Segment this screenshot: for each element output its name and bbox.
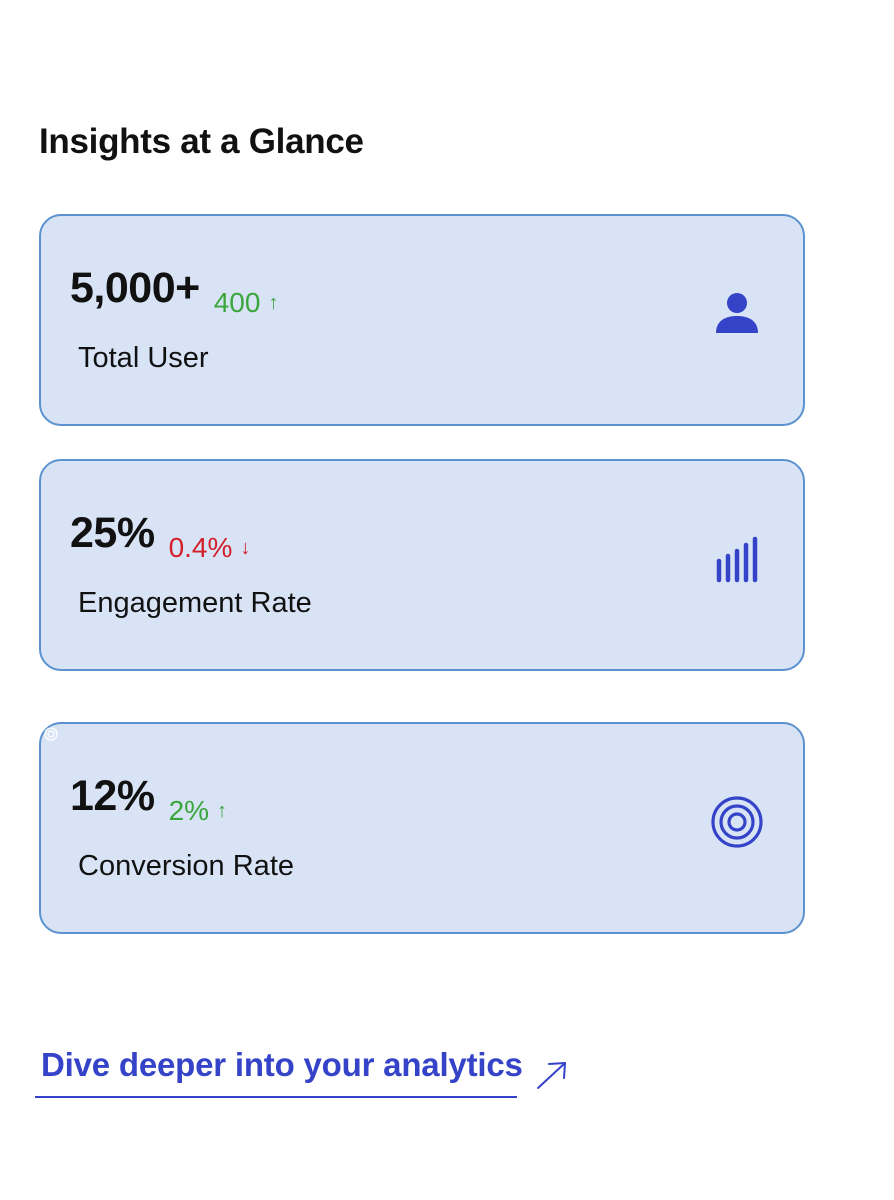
conversion-rate-card: 12% 2% ↑ Conversion Rate [39,722,805,934]
spiral-icon [43,726,59,742]
total-user-card: 5,000+ 400 ↑ Total User [39,214,805,426]
metric-value: 25% [70,509,155,557]
metric-delta: 2% ↑ [169,795,227,827]
dive-deeper-label[interactable]: Dive deeper into your analytics [41,1046,523,1083]
arrow-down-icon: ↓ [240,537,251,559]
delta-value: 2% [168,795,210,826]
metric-value: 5,000+ [70,264,200,312]
metric-delta: 0.4% ↓ [169,532,251,564]
metric-row: 25% 0.4% ↓ [70,509,250,563]
arrow-up-right-icon[interactable] [533,1058,571,1094]
bar-chart-icon [709,531,765,587]
metric-delta: 400 ↑ [214,287,279,319]
delta-value: 400 [213,287,261,318]
metric-label: Conversion Rate [78,850,294,882]
target-icon [709,794,765,850]
metric-row: 12% 2% ↑ [70,772,227,826]
page-title: Insights at a Glance [39,122,364,161]
engagement-rate-card: 25% 0.4% ↓ Engagement Rate [39,459,805,671]
metric-label: Engagement Rate [78,587,312,619]
dive-deeper-link[interactable]: Dive deeper into your analytics [35,1042,523,1098]
arrow-up-icon: ↑ [217,800,228,822]
metric-value: 12% [70,772,155,820]
metric-label: Total User [78,342,209,374]
metric-row: 5,000+ 400 ↑ [70,264,278,318]
arrow-up-icon: ↑ [268,292,279,314]
user-icon [709,286,765,342]
delta-value: 0.4% [168,532,233,563]
